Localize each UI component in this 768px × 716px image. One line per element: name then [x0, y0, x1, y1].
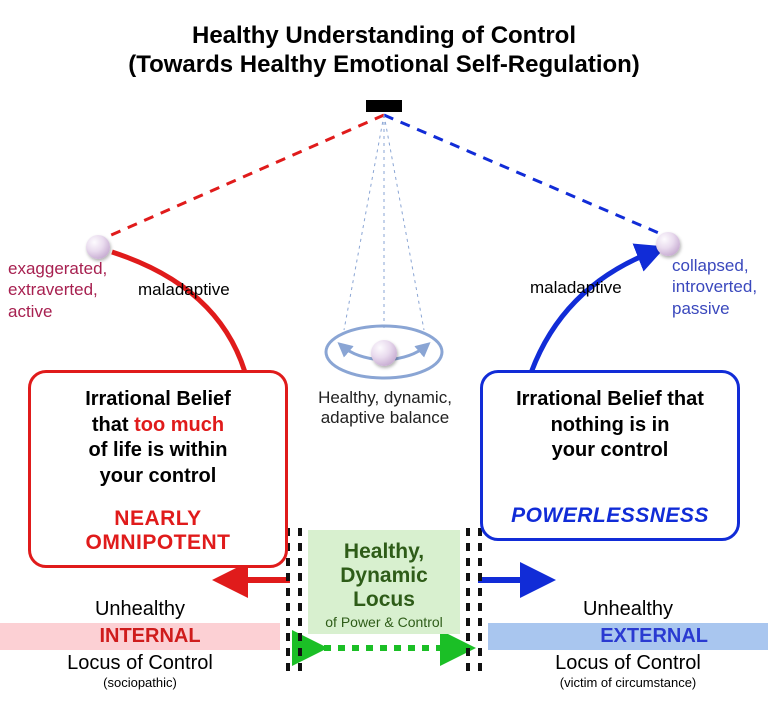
side-left-l2: extraverted,: [8, 279, 107, 300]
right-box: Irrational Belief that nothing is in you…: [480, 370, 740, 541]
right-box-sub: POWERLESSNESS: [495, 504, 725, 528]
maladaptive-left: maladaptive: [138, 280, 230, 300]
lb-l3: of life is within: [89, 439, 228, 461]
center-caption: Healthy, dynamic, adaptive balance: [310, 388, 460, 429]
bl-bar: INTERNAL: [0, 623, 280, 650]
lb-l2b-red: too much: [134, 414, 224, 436]
lb-l4: your control: [100, 465, 217, 487]
bottom-right-col: Unhealthy EXTERNAL Locus of Control (vic…: [488, 598, 768, 690]
center-caption-l1: Healthy, dynamic,: [310, 388, 460, 408]
br-note: (victim of circumstance): [488, 675, 768, 690]
side-right-l3: passive: [672, 298, 757, 319]
dashed-line-left: [100, 115, 384, 240]
maladaptive-right: maladaptive: [530, 278, 622, 298]
dotted-center-l: [344, 115, 384, 330]
center-caption-l2: adaptive balance: [310, 408, 460, 428]
bl-word: INTERNAL: [99, 625, 200, 647]
side-right-l1: collapsed,: [672, 255, 757, 276]
side-left-l1: exaggerated,: [8, 258, 107, 279]
curve-arrow-right: [526, 252, 652, 388]
dotted-center-r: [384, 115, 424, 330]
cg-l2: Dynamic: [316, 564, 452, 588]
cg-l4: of Power & Control: [316, 614, 452, 630]
left-box-text: Irrational Belief that too much of life …: [43, 387, 273, 489]
bl-note: (sociopathic): [0, 675, 280, 690]
side-right-l2: introverted,: [672, 276, 757, 297]
rb-l2: nothing is in: [551, 414, 670, 436]
rb-l3: your control: [552, 439, 669, 461]
dashed-line-right: [384, 115, 668, 237]
cg-l3: Locus: [316, 588, 452, 612]
left-box-sub: NEARLY OMNIPOTENT: [43, 507, 273, 555]
bl-sub: Locus of Control: [0, 652, 280, 675]
left-box: Irrational Belief that too much of life …: [28, 370, 288, 568]
side-left-l3: active: [8, 301, 107, 322]
side-label-left: exaggerated, extraverted, active: [8, 258, 107, 322]
cg-l1: Healthy,: [316, 540, 452, 564]
sphere-center: [371, 340, 397, 366]
side-label-right: collapsed, introverted, passive: [672, 255, 757, 319]
br-bar: EXTERNAL: [488, 623, 768, 650]
sphere-right: [656, 232, 680, 256]
right-box-text: Irrational Belief that nothing is in you…: [495, 387, 725, 464]
br-word: EXTERNAL: [488, 625, 748, 648]
rb-l1: Irrational Belief that: [516, 388, 704, 410]
lb-l1: Irrational Belief: [85, 388, 231, 410]
bl-label: Unhealthy: [0, 598, 280, 621]
center-green-box: Healthy, Dynamic Locus of Power & Contro…: [308, 530, 460, 634]
br-sub: Locus of Control: [488, 652, 768, 675]
br-label: Unhealthy: [488, 598, 768, 621]
sphere-left: [86, 235, 110, 259]
bottom-left-col: Unhealthy INTERNAL Locus of Control (soc…: [0, 598, 280, 690]
lb-l2a: that: [92, 414, 134, 436]
